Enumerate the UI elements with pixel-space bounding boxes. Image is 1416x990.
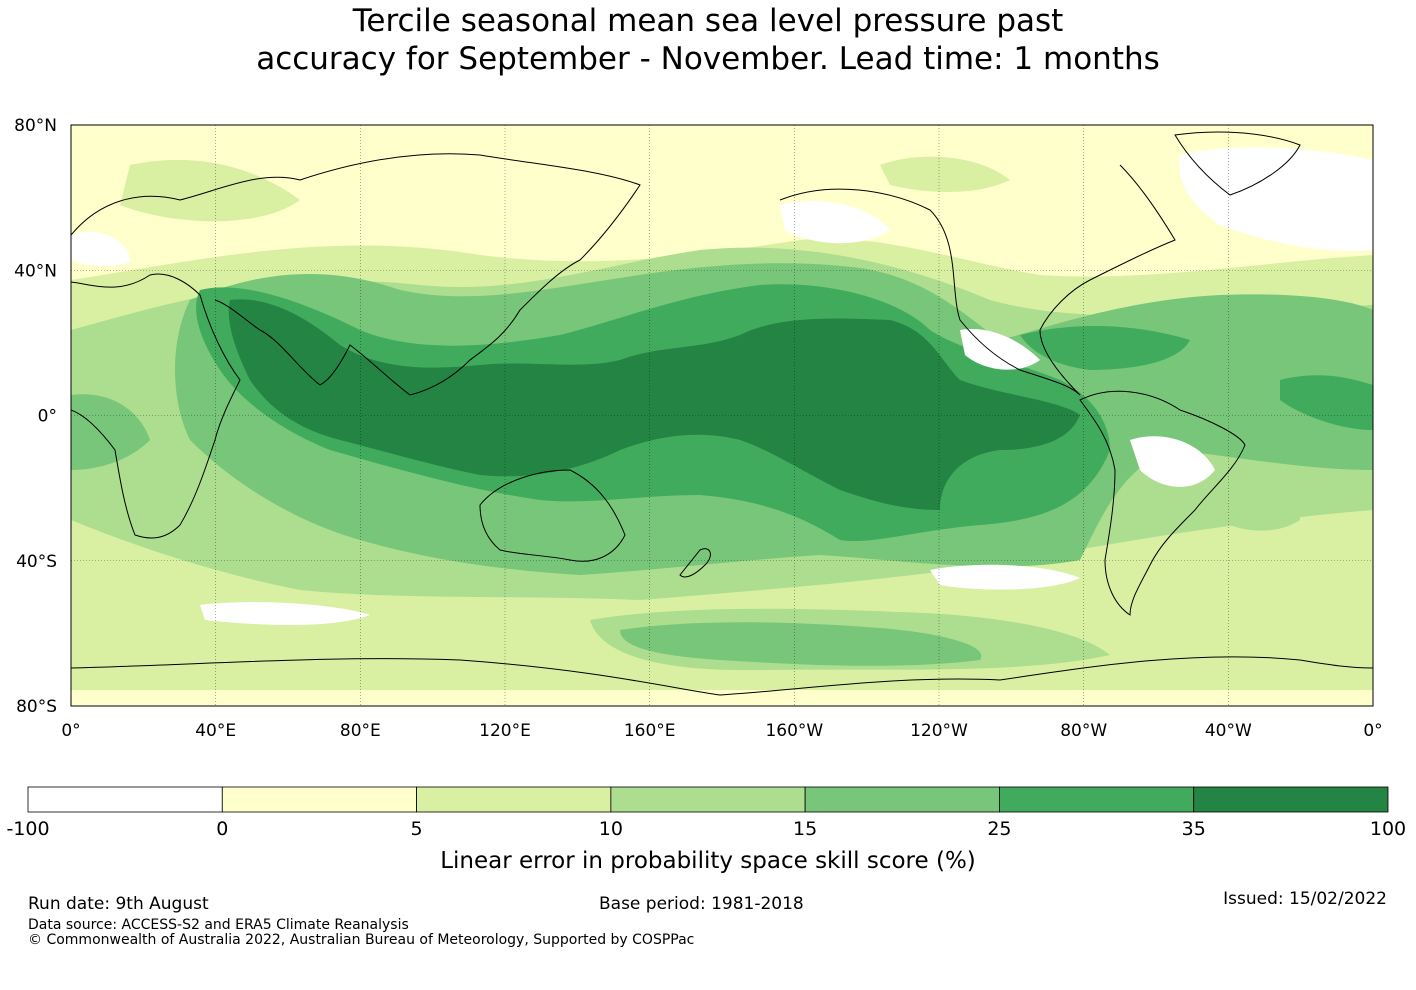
colorbar-tick-label: 0 [216,818,228,840]
colorbar-tick-label: 10 [599,818,623,840]
lon-label: 0° [61,721,80,741]
lat-label: 0° [38,407,57,427]
colorbar-tick-labels: -100 0 5 10 15 25 35 100 [6,818,1406,840]
colorbar-segment [804,786,1000,813]
coast-greenland [1174,131,1301,196]
colorbar-segment [610,786,806,813]
colorbar-tick-label: 15 [793,818,817,840]
lon-label: 120°W [910,721,968,741]
gridlines [71,125,1373,706]
coast-australia [479,469,626,562]
lat-label: 40°N [14,261,57,281]
coast-europe-asia [71,153,641,396]
lon-label: 160°E [624,721,676,741]
colorbar-tick-label: 5 [411,818,423,840]
lon-label: 40°W [1205,721,1252,741]
colorbar-segment [416,786,612,813]
lon-label: 40°E [195,721,236,741]
colorbar-tick-label: 35 [1182,818,1206,840]
colorbar-tick-label: -100 [6,818,49,840]
colorbar-tick-label: 25 [987,818,1011,840]
colorbar-label: Linear error in probability space skill … [440,848,976,874]
field-class-negative [71,147,1373,625]
latitude-labels: 80°N 40°N 0° 40°S 80°S [14,116,57,717]
colorbar [27,786,1389,813]
lon-label: 0° [1363,721,1382,741]
lat-label: 40°S [16,552,57,572]
base-period: Base period: 1981-2018 [599,894,804,914]
colorbar-segment [221,786,417,813]
longitude-labels: 0° 40°E 80°E 120°E 160°E 160°W 120°W 80°W 40°W 0° [61,721,1382,741]
lat-label: 80°N [14,116,57,136]
colorbar-segment [27,786,223,813]
lon-label: 120°E [479,721,531,741]
issued-date: Issued: 15/02/2022 [1223,889,1387,909]
coast-south-america [1079,390,1246,616]
run-date: Run date: 9th August [28,894,209,914]
lon-label: 80°W [1060,721,1107,741]
data-source: Data source: ACCESS-S2 and ERA5 Climate … [28,917,409,933]
colorbar-segment [1193,786,1389,813]
title-line-1: Tercile seasonal mean sea level pressure… [352,3,1064,39]
lon-label: 80°E [340,721,381,741]
coast-new-zealand [679,548,711,578]
colorbar-tick-label: 100 [1370,818,1406,840]
field-class-35-100 [228,299,1081,510]
coastlines [71,131,1373,696]
skill-field [71,125,1373,706]
lon-label: 160°W [765,721,823,741]
map-frame [70,124,1374,707]
chart-title: Tercile seasonal mean sea level pressure… [0,2,1416,78]
colorbar-segment [999,786,1195,813]
title-line-2: accuracy for September - November. Lead … [256,41,1160,77]
coast-africa [71,273,241,539]
coast-north-america [779,164,1176,396]
coast-antarctica [71,656,1373,696]
lat-label: 80°S [16,697,57,717]
copyright: © Commonwealth of Australia 2022, Austra… [28,932,695,948]
